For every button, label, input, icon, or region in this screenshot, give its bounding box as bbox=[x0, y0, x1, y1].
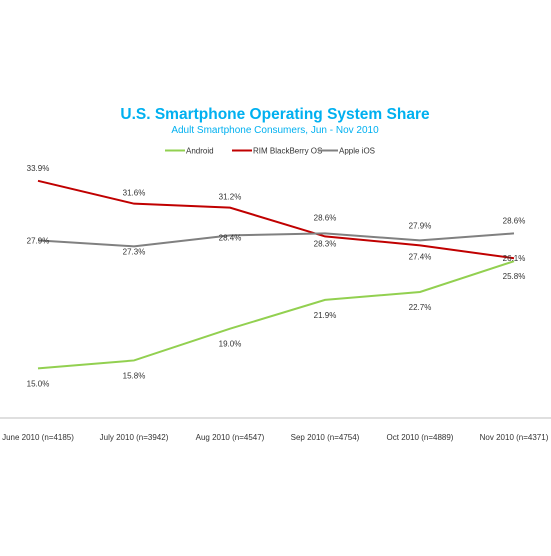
data-label-rim-blackberry-os: 27.4% bbox=[409, 252, 432, 261]
series-line-rim-blackberry-os bbox=[37, 179, 515, 260]
data-label-rim-blackberry-os: 33.9% bbox=[27, 164, 50, 173]
data-label-android: 19.0% bbox=[219, 340, 242, 349]
x-tick-label: Oct 2010 (n=4889) bbox=[387, 433, 454, 442]
data-label-apple-ios: 27.9% bbox=[27, 236, 50, 245]
data-label-apple-ios: 28.6% bbox=[314, 213, 337, 222]
data-label-android: 21.9% bbox=[314, 311, 337, 320]
data-label-rim-blackberry-os: 31.2% bbox=[219, 193, 242, 202]
legend-label-android: Android bbox=[186, 147, 214, 156]
legend-label-apple-ios: Apple iOS bbox=[339, 147, 375, 156]
series-line-android bbox=[37, 260, 515, 370]
chart-subtitle: Adult Smartphone Consumers, Jun - Nov 20… bbox=[171, 125, 379, 136]
x-tick-label: June 2010 (n=4185) bbox=[2, 433, 74, 442]
data-label-android: 22.7% bbox=[409, 303, 432, 312]
x-tick-layer: June 2010 (n=4185) July 2010 (n=3942) Aug … bbox=[2, 433, 549, 442]
data-label-rim-blackberry-os: 28.3% bbox=[314, 239, 337, 248]
data-label-apple-ios: 28.6% bbox=[503, 216, 526, 225]
x-tick-label: July 2010 (n=3942) bbox=[100, 433, 169, 442]
data-label-layer: 15.0% 15.8% 19.0% 21.9% 22.7% 25.8% 33.9% 31.6%… bbox=[27, 164, 526, 389]
data-label-android: 15.8% bbox=[123, 371, 146, 380]
data-label-android: 15.0% bbox=[27, 379, 50, 388]
x-tick-label: Nov 2010 (n=4371) bbox=[480, 433, 549, 442]
data-label-android: 25.8% bbox=[503, 272, 526, 281]
x-tick-label: Sep 2010 (n=4754) bbox=[291, 433, 360, 442]
data-label-rim-blackberry-os: 26.1% bbox=[503, 254, 526, 263]
series-layer bbox=[37, 179, 515, 370]
data-label-rim-blackberry-os: 31.6% bbox=[123, 189, 146, 198]
legend: Android RIM BlackBerry OS Apple iOS bbox=[165, 147, 375, 156]
x-tick-label: Aug 2010 (n=4547) bbox=[196, 433, 265, 442]
series-line-apple-ios bbox=[37, 232, 515, 248]
data-label-apple-ios: 27.9% bbox=[409, 221, 432, 230]
chart-title: U.S. Smartphone Operating System Share bbox=[120, 106, 430, 123]
data-label-apple-ios: 27.3% bbox=[123, 247, 146, 256]
legend-label-rim-blackberry-os: RIM BlackBerry OS bbox=[253, 147, 322, 156]
data-label-apple-ios: 28.4% bbox=[219, 233, 242, 242]
